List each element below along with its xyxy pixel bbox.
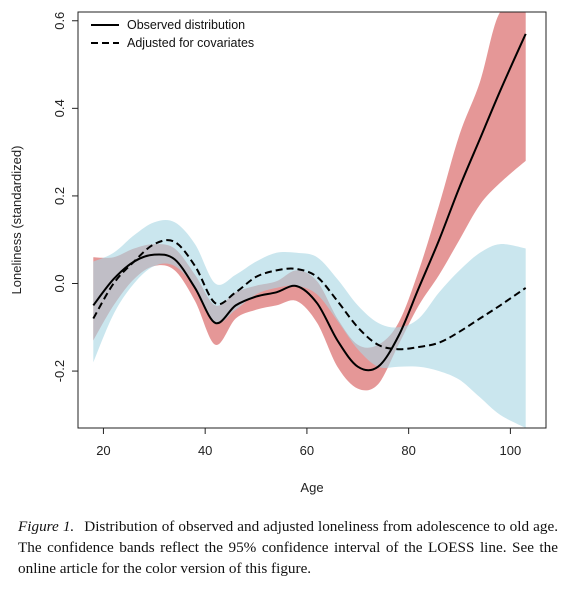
confidence-band-adjusted bbox=[93, 219, 526, 428]
caption-text: Distribution of observed and adjusted lo… bbox=[18, 518, 558, 577]
legend-label-adjusted: Adjusted for covariates bbox=[127, 36, 254, 50]
y-axis-label: Loneliness (standardized) bbox=[9, 146, 24, 295]
x-tick-label: 100 bbox=[500, 443, 522, 458]
caption-label: Figure 1. bbox=[18, 518, 75, 535]
y-axis: -0.2 0.0 0.2 0.4 0.6 bbox=[52, 12, 78, 382]
plot-frame bbox=[77, 11, 547, 429]
confidence-bands bbox=[93, 12, 526, 428]
series-line-observed bbox=[92, 33, 527, 372]
legend: Observed distribution Adjusted for covar… bbox=[91, 18, 254, 50]
x-tick-label: 40 bbox=[198, 443, 212, 458]
legend-label-observed: Observed distribution bbox=[127, 18, 245, 32]
figure-caption: Figure 1. Distribution of observed and ad… bbox=[18, 516, 558, 579]
y-tick-label: 0.2 bbox=[52, 187, 67, 205]
y-tick-label: 0.0 bbox=[52, 274, 67, 292]
x-axis-label: Age bbox=[300, 480, 323, 495]
x-tick-label: 60 bbox=[300, 443, 314, 458]
y-tick-label: 0.4 bbox=[52, 99, 67, 117]
loess-lines bbox=[92, 33, 527, 372]
x-axis: 20 40 60 80 100 bbox=[96, 428, 521, 458]
y-tick-label: 0.6 bbox=[52, 12, 67, 30]
x-tick-label: 80 bbox=[401, 443, 415, 458]
loess-line-chart: 20 40 60 80 100 -0.2 0.0 0.2 0.4 0.6 Age Lonelin… bbox=[9, 11, 547, 495]
x-tick-label: 20 bbox=[96, 443, 110, 458]
y-tick-label: -0.2 bbox=[52, 360, 67, 382]
